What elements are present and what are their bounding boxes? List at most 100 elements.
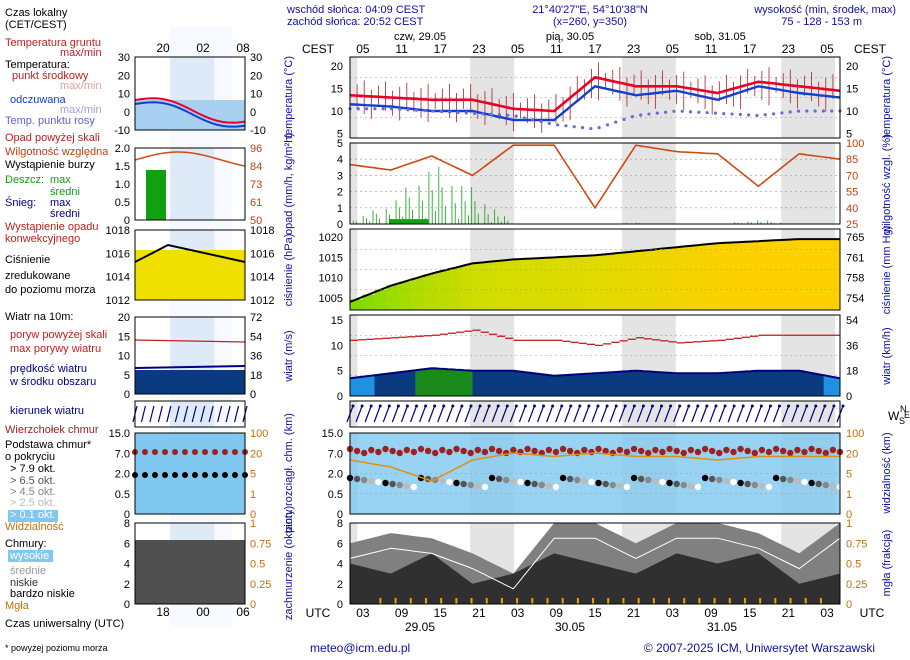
temp-tick-left: 5 [337, 129, 343, 141]
pressure-fill [668, 247, 682, 310]
cloud-base-dot [595, 479, 602, 487]
wind-arrow-head [759, 404, 763, 408]
wind-arrow [582, 405, 590, 423]
legend-text: wysokie [9, 550, 49, 562]
wind-arrow-head [714, 404, 718, 408]
cloud-base-dot [687, 482, 695, 490]
wind-arrow [455, 405, 463, 423]
humidity-tick: 70 [846, 170, 858, 182]
mini-cloud-base-dot [222, 472, 228, 478]
cloud-base-dot [787, 476, 794, 484]
temp-tick-right: 15 [846, 84, 858, 96]
wind-arrow-head [614, 404, 618, 408]
cloud-top-dot [375, 448, 382, 456]
cloud-top-dot [545, 446, 553, 454]
wind-fill [709, 373, 718, 396]
wind-arrow-head [841, 404, 845, 408]
pressure-fill [570, 256, 584, 310]
night-band [350, 57, 358, 138]
legend-text: Wilgotność względna [5, 146, 109, 158]
pressure-fill [411, 277, 424, 310]
rain-mean-bar [389, 219, 429, 224]
pressure-tick: 1010 [319, 273, 343, 285]
dew-point-marker [614, 120, 618, 124]
wind-arrow [700, 405, 708, 423]
wind-arrow-head [669, 404, 673, 408]
dew-point-marker [356, 107, 360, 111]
wind-fill [456, 369, 465, 396]
mini-cloud-base-dot [182, 472, 188, 478]
wind-arrow-head [351, 404, 355, 408]
cloud-top-dot [474, 446, 482, 454]
mini-tick-left: 20 [118, 70, 130, 82]
wind-arrow [827, 405, 835, 423]
fog-bar [470, 598, 473, 604]
wind-arrow [446, 405, 454, 423]
wind-fill [464, 370, 473, 396]
legend-okt01-swatch [8, 510, 58, 522]
mini-temp-line [134, 97, 246, 124]
dew-point-marker [381, 107, 385, 111]
panel-border [349, 228, 841, 311]
mini-panel-border [134, 229, 246, 301]
wind-arrow-head [442, 404, 446, 408]
legend-text: Czas lokalny [5, 7, 68, 19]
compass-e: E [904, 410, 910, 420]
cloud-top-dot [637, 447, 645, 455]
pressure-fill [533, 258, 547, 310]
mini-ground-temp [135, 100, 245, 130]
dew-point-marker [389, 107, 394, 111]
pressure-fill [766, 240, 780, 310]
legend-text: o pokryciu [5, 451, 55, 463]
dew-point-marker [605, 123, 610, 127]
dew-point-marker [630, 115, 634, 119]
mini-tick-right: 0.25 [250, 579, 271, 591]
mini-night-band [170, 148, 215, 220]
day-label-top: pią, 30.05 [546, 31, 594, 43]
cloud-base-dot [531, 480, 538, 488]
wind-arrow [573, 405, 581, 423]
wind-fill [758, 370, 767, 396]
panel-border [349, 314, 841, 397]
legend-text: kierunek wiatru [10, 405, 84, 417]
wind-fill [807, 372, 816, 396]
utc-hour-tick: 15 [588, 606, 602, 620]
utc-hour-tick: 21 [472, 606, 486, 620]
mini-tick-right: 36 [250, 351, 262, 363]
precip-tick: 0 [337, 219, 343, 231]
wind-fill [358, 376, 367, 396]
legend-high-swatch [8, 550, 53, 562]
axis-title-right: widzialność (km) [881, 432, 893, 514]
wind-arrow [527, 405, 536, 423]
fog-bar [668, 598, 671, 604]
mini-tick-right: 20 [250, 70, 262, 82]
legend-text: Wystąpienie burzy [5, 159, 95, 171]
dew-point-marker [539, 120, 543, 124]
fog-bar [743, 598, 746, 604]
mini-top-tick: 08 [236, 41, 250, 55]
legend-text: zredukowane [5, 270, 70, 282]
wind-arrow-head [805, 404, 809, 408]
cloud-top-dot [652, 446, 659, 454]
fog-tick: 1 [846, 518, 852, 530]
wind-fill [488, 370, 498, 396]
cloud-top-dot [361, 449, 368, 457]
wind-arrow [518, 405, 526, 423]
cloud-base-dot [389, 480, 396, 488]
mini-tick-left: -10 [114, 125, 130, 137]
cloud-top-dot [758, 446, 766, 454]
wind-fill [831, 377, 841, 396]
pressure-fill [644, 249, 657, 310]
wind-fill [766, 370, 776, 396]
wind-fill [554, 375, 563, 396]
cloud-top-dot [581, 446, 588, 454]
night-band [350, 143, 358, 224]
mini-tick-right: 1014 [250, 272, 274, 284]
pressure-tick: 1005 [319, 293, 343, 305]
wind-fill [693, 373, 702, 396]
night-band [781, 143, 836, 224]
compass-w: W [888, 409, 900, 423]
legend-text: Wierzchołek chmur [5, 424, 99, 436]
wind-arrow-head [415, 404, 419, 408]
pressure-tick-mmhg: 754 [846, 293, 864, 305]
